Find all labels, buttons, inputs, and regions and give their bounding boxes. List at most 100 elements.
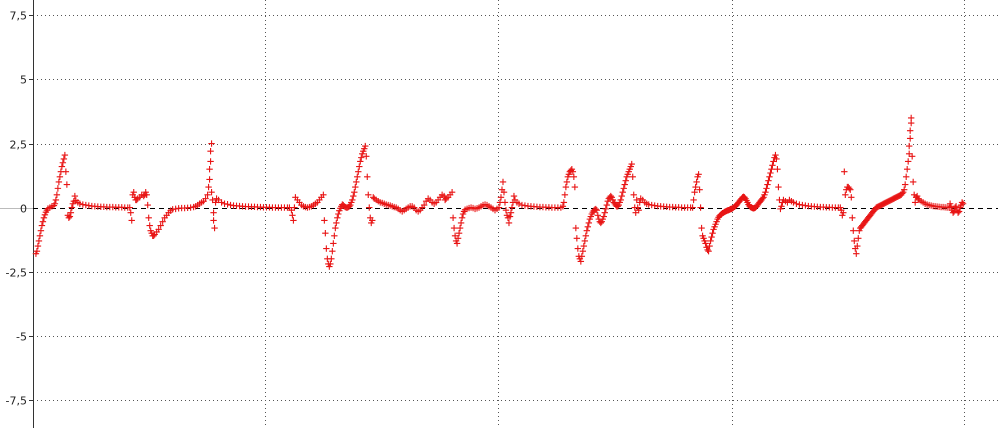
data-point xyxy=(362,142,369,150)
data-point xyxy=(573,235,581,242)
data-point xyxy=(708,233,715,241)
data-point xyxy=(772,151,779,159)
data-point xyxy=(618,192,625,200)
data-point xyxy=(56,173,64,181)
data-point xyxy=(35,237,43,245)
data-point xyxy=(506,213,514,220)
data-point xyxy=(350,192,357,200)
data-point xyxy=(291,204,298,211)
data-point xyxy=(33,247,41,255)
data-point xyxy=(603,201,610,209)
data-point xyxy=(900,186,908,193)
data-point xyxy=(449,214,457,222)
data-point xyxy=(908,153,916,160)
data-point xyxy=(901,181,909,188)
data-point xyxy=(335,210,342,218)
data-point xyxy=(698,224,705,232)
y-tick-label: 7,5 xyxy=(10,10,28,23)
data-point xyxy=(323,245,330,252)
data-point xyxy=(357,158,364,165)
data-point xyxy=(507,209,515,216)
data-point xyxy=(39,218,47,225)
data-point xyxy=(126,204,133,211)
data-point xyxy=(692,183,699,191)
data-point xyxy=(349,196,356,204)
data-point xyxy=(499,178,507,186)
data-point xyxy=(206,165,213,173)
data-point xyxy=(495,204,503,211)
data-point xyxy=(207,148,214,155)
data-point xyxy=(579,247,587,255)
data-point xyxy=(455,230,463,237)
data-point xyxy=(352,183,359,191)
data-point xyxy=(594,212,602,219)
data-point xyxy=(955,208,963,215)
data-point xyxy=(559,203,567,210)
data-point xyxy=(849,214,856,222)
data-point xyxy=(150,232,157,239)
data-point xyxy=(954,209,962,216)
data-point xyxy=(208,140,215,147)
data-point xyxy=(619,189,626,196)
data-point xyxy=(689,204,696,211)
data-point xyxy=(790,199,797,206)
data-point xyxy=(332,224,339,232)
data-point xyxy=(331,232,338,239)
data-point xyxy=(569,168,577,175)
data-point xyxy=(128,217,135,224)
data-point xyxy=(601,209,608,216)
data-point xyxy=(448,189,456,196)
data-point xyxy=(574,245,582,252)
data-point xyxy=(206,176,213,183)
data-point xyxy=(774,165,781,173)
data-point xyxy=(500,189,508,196)
data-point xyxy=(767,169,774,177)
data-point xyxy=(140,192,147,200)
data-point xyxy=(581,237,589,245)
data-point xyxy=(322,230,329,237)
data-point xyxy=(364,173,371,181)
data-point xyxy=(290,217,297,224)
data-point xyxy=(906,127,914,134)
data-point xyxy=(204,191,211,198)
data-point xyxy=(224,201,231,208)
data-point xyxy=(68,204,76,211)
data-point xyxy=(157,222,164,229)
data-point xyxy=(55,178,63,186)
data-point xyxy=(60,155,68,163)
data-point xyxy=(577,258,585,265)
data-point xyxy=(621,181,628,188)
data-point xyxy=(903,165,911,173)
y-tick-label: -7,5 xyxy=(6,395,27,408)
data-point xyxy=(769,162,776,169)
data-point xyxy=(453,240,461,247)
data-point xyxy=(40,214,48,222)
y-tick-label: 5 xyxy=(20,74,27,87)
data-point xyxy=(52,196,60,204)
data-point xyxy=(34,242,42,250)
data-point xyxy=(321,217,328,224)
data-point xyxy=(508,204,516,211)
data-point xyxy=(775,183,782,191)
data-point xyxy=(600,213,607,220)
data-point xyxy=(330,240,337,247)
data-point xyxy=(850,227,857,234)
data-point xyxy=(696,186,703,193)
data-point xyxy=(585,219,593,227)
data-point xyxy=(363,153,370,160)
data-point xyxy=(66,213,74,220)
data-point xyxy=(207,158,214,165)
data-point xyxy=(620,185,627,192)
data-point xyxy=(51,200,59,207)
data-point xyxy=(614,203,621,210)
data-point xyxy=(911,199,919,206)
data-point xyxy=(420,201,428,209)
data-point xyxy=(695,171,702,178)
data-point xyxy=(67,209,75,216)
data-point xyxy=(690,196,697,204)
data-point xyxy=(759,195,766,202)
y-tick-label: -5 xyxy=(16,331,27,344)
data-point xyxy=(846,185,853,192)
